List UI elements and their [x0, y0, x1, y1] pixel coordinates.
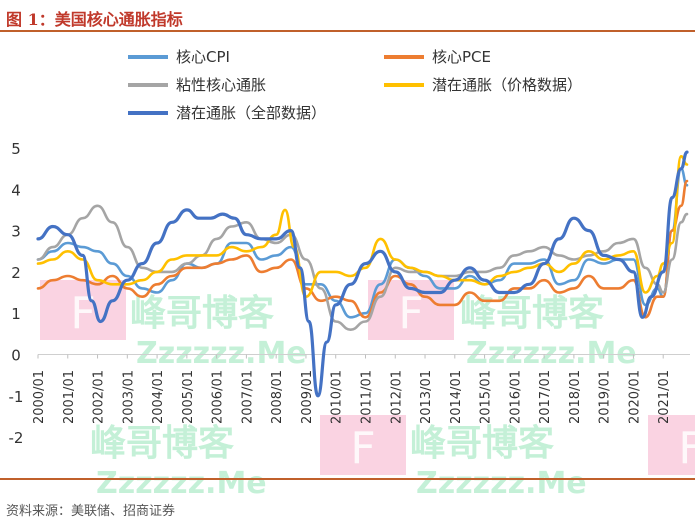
chart-legend: 核心CPI 核心PCE 粘性核心通胀 潜在通胀（价格数据） 潜在通胀（全部数据） [128, 48, 582, 122]
series-line [36, 204, 689, 331]
x-tick-label: 2003/01 [121, 370, 136, 424]
x-tick-label: 2013/01 [419, 370, 434, 424]
x-tick-label: 2016/01 [508, 370, 523, 424]
watermark-url: Zzzzzz.Me [466, 336, 637, 371]
y-tick-label: 2 [11, 264, 21, 282]
x-tick-label: 2000/01 [32, 370, 47, 424]
watermark-text: 峰哥博客 [130, 293, 274, 334]
title-divider [0, 30, 695, 32]
series-line [36, 150, 689, 398]
series-line [36, 155, 689, 298]
legend-label: 潜在通胀（全部数据） [176, 104, 326, 122]
x-tick-label: 2012/01 [389, 370, 404, 424]
watermark-url: Zzzzzz.Me [136, 336, 307, 371]
y-axis: -2 -1 0 1 2 3 4 5 [9, 140, 24, 447]
watermark-badge-bg [648, 415, 695, 475]
x-tick-label: 2020/01 [627, 370, 642, 424]
source-note: 资料来源：美联储、招商证券 [6, 504, 176, 519]
y-tick-label: 0 [11, 347, 21, 365]
watermark-text: 峰哥博客 [410, 423, 554, 464]
watermark-url: Zzzzzz.Me [416, 466, 587, 501]
watermark-badge-letter: F [70, 288, 95, 339]
x-tick-label: 2011/01 [359, 370, 374, 424]
x-tick-label: 2001/01 [62, 370, 77, 424]
y-tick-label: -1 [9, 388, 24, 406]
watermark-badge-letter: F [398, 288, 423, 339]
x-tick-label: 2017/01 [538, 370, 553, 424]
watermark-badge-letter: F [350, 423, 375, 474]
watermark-badge-bg [320, 415, 406, 475]
watermark-badge-bg [40, 280, 126, 340]
y-tick-label: 5 [11, 140, 21, 158]
x-tick-label: 2014/01 [449, 370, 464, 424]
source-divider [0, 478, 695, 480]
series-line [36, 179, 689, 319]
x-tick-label: 2015/01 [479, 370, 494, 424]
x-tick-label: 2006/01 [211, 370, 226, 424]
x-tick-label: 2009/01 [300, 370, 315, 424]
series-lines [36, 150, 689, 398]
x-tick-label: 2004/01 [151, 370, 166, 424]
y-tick-label: 3 [11, 223, 21, 241]
series-line [36, 167, 689, 319]
legend-label: 粘性核心通胀 [176, 76, 266, 94]
x-tick-label: 2002/01 [92, 370, 107, 424]
watermark-text: 峰哥博客 [90, 423, 234, 464]
watermark-url: Zzzzzz.Me [96, 466, 267, 501]
legend-label: 潜在通胀（价格数据） [432, 76, 582, 94]
x-tick-label: 2007/01 [240, 370, 255, 424]
x-tick-label: 2010/01 [330, 370, 345, 424]
watermark-layer: F FF F峰哥博客Zzzzzz.Me峰哥博客Zzzzzz.Me峰哥博客Zzzzzz… [40, 280, 695, 501]
x-tick-label: 2021/01 [657, 370, 672, 424]
x-tick-label: 2008/01 [270, 370, 285, 424]
x-tick-label: 2019/01 [598, 370, 613, 424]
figure-title: 图 1：美国核心通胀指标 [6, 10, 183, 29]
x-axis: 2000/01 2001/01 2002/01 2003/01 2004/01 2005/… [32, 354, 690, 424]
y-tick-label: 4 [11, 181, 21, 199]
y-tick-label: 1 [11, 305, 21, 323]
x-tick-label: 2018/01 [568, 370, 583, 424]
legend-label: 核心PCE [432, 48, 491, 66]
legend-label: 核心CPI [176, 48, 230, 66]
watermark-badge-letter: F [678, 423, 695, 474]
x-tick-label: 2005/01 [181, 370, 196, 424]
y-tick-label: -2 [9, 429, 24, 447]
